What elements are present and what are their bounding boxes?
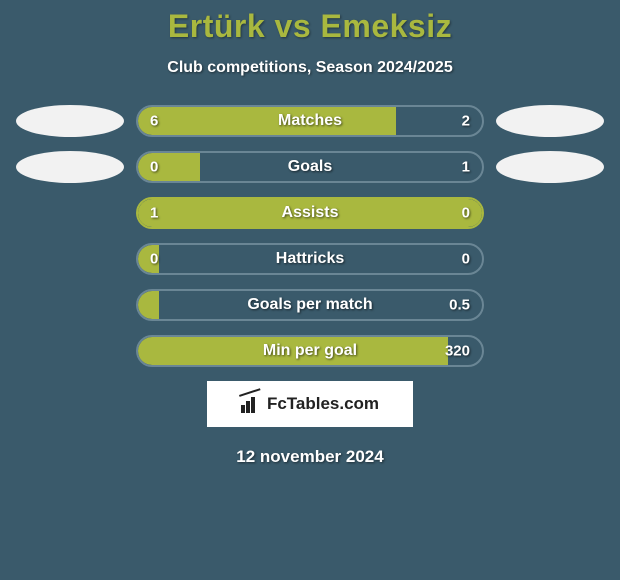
- oval-placeholder: [16, 197, 124, 229]
- oval-placeholder: [496, 197, 604, 229]
- stat-row: 1 Assists 0: [0, 197, 620, 229]
- oval-placeholder: [16, 243, 124, 275]
- stat-value-right: 0: [462, 205, 470, 222]
- player-left-oval: [16, 105, 124, 137]
- chart-icon: [241, 395, 261, 413]
- stat-bar: 0 Goals 1: [136, 151, 484, 183]
- stat-label: Assists: [282, 204, 339, 222]
- page-title: Ertürk vs Emeksiz: [0, 8, 620, 45]
- stat-value-right: 2: [462, 113, 470, 130]
- date-label: 12 november 2024: [0, 447, 620, 467]
- stat-label: Min per goal: [263, 342, 357, 360]
- stat-bar: 6 Matches 2: [136, 105, 484, 137]
- stat-label: Matches: [278, 112, 342, 130]
- branding-text: FcTables.com: [267, 394, 379, 414]
- stat-value-left: 6: [150, 113, 158, 130]
- stat-value-right: 320: [445, 343, 470, 360]
- stat-value-right: 0.5: [449, 297, 470, 314]
- oval-placeholder: [496, 289, 604, 321]
- stat-label: Goals: [288, 158, 332, 176]
- stat-bar: Goals per match 0.5: [136, 289, 484, 321]
- stat-row: 6 Matches 2: [0, 105, 620, 137]
- stat-label: Hattricks: [276, 250, 344, 268]
- stat-bar: Min per goal 320: [136, 335, 484, 367]
- oval-placeholder: [496, 335, 604, 367]
- stat-bar-fill: [138, 291, 159, 319]
- subtitle: Club competitions, Season 2024/2025: [0, 59, 620, 77]
- oval-placeholder: [16, 289, 124, 321]
- stat-value-right: 1: [462, 159, 470, 176]
- oval-placeholder: [496, 243, 604, 275]
- stat-row: 0 Goals 1: [0, 151, 620, 183]
- stat-value-left: 0: [150, 251, 158, 268]
- stats-rows: 6 Matches 2 0 Goals 1 1 Assists 0 0 Hattricks 0 Goal…: [0, 105, 620, 367]
- stat-value-left: 0: [150, 159, 158, 176]
- stat-value-left: 1: [150, 205, 158, 222]
- stat-value-right: 0: [462, 251, 470, 268]
- player-right-oval: [496, 105, 604, 137]
- branding-badge: FcTables.com: [207, 381, 413, 427]
- comparison-panel: Ertürk vs Emeksiz Club competitions, Sea…: [0, 0, 620, 467]
- stat-bar: 0 Hattricks 0: [136, 243, 484, 275]
- stat-row: Min per goal 320: [0, 335, 620, 367]
- player-right-oval: [496, 151, 604, 183]
- oval-placeholder: [16, 335, 124, 367]
- stat-row: 0 Hattricks 0: [0, 243, 620, 275]
- stat-bar-fill: [138, 107, 396, 135]
- stat-bar-fill: [138, 153, 200, 181]
- stat-row: Goals per match 0.5: [0, 289, 620, 321]
- stat-bar: 1 Assists 0: [136, 197, 484, 229]
- player-left-oval: [16, 151, 124, 183]
- stat-label: Goals per match: [247, 296, 372, 314]
